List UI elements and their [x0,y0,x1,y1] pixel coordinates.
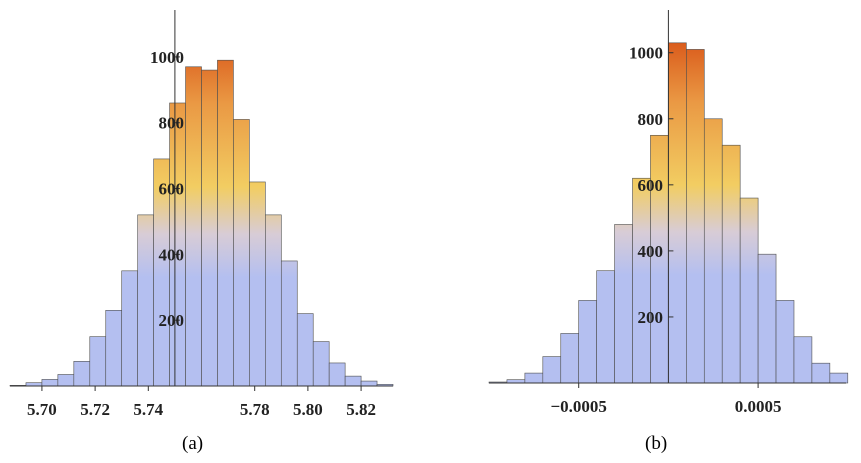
histogram-b-bar [811,362,831,384]
histogram-b-y-tick-label: 1000 [629,44,663,63]
histogram-b-y-tick-label: 400 [638,242,664,261]
caption-b: (b) [645,433,668,454]
histogram-b-x-tick-label: −0.0005 [550,397,606,416]
histogram-a-bar [233,119,250,387]
histogram-a: 5.70 5.72 5.74 5.78 5.80 5.82 200 400 600 800 1000 [9,10,394,419]
histogram-b-bar [829,372,849,384]
histogram-b-y-tick-label: 600 [638,176,664,195]
histogram-a-bar [249,181,266,387]
histogram-b-bar [596,270,615,384]
histogram-b-bar [793,336,813,384]
histogram-a-bar [217,59,234,387]
histogram-b-bar [542,356,562,384]
histogram-a-y-tick-label: 600 [159,180,185,199]
histogram-a-x-tick-label: 5.78 [240,400,270,419]
histogram-a-bar [121,270,138,387]
histogram-b-bar [686,49,705,384]
histogram-a-bar [57,374,75,387]
histogram-a-bar [73,361,91,387]
histogram-a-bar [312,341,330,387]
histogram-a-y-tick-label: 200 [159,311,185,330]
histogram-a-y-tick-label: 800 [159,114,185,133]
histogram-b-bar [560,333,580,384]
histogram-b-bar [721,144,741,384]
histogram-b-y-tick-label: 800 [638,110,664,129]
histogram-a-y-tick-label: 1000 [150,48,184,67]
histogram-b-bar [578,300,597,384]
histogram-a-bar [41,379,59,387]
caption-a: (a) [182,433,204,454]
histogram-a-bar [280,260,298,387]
histogram-b: −0.0005 0.0005 200 400 600 800 1000 [488,10,849,416]
histogram-a-bar [328,362,346,387]
histogram-a-bar [105,310,123,387]
histogram-b-x-tick-label: 0.0005 [735,397,782,416]
histogram-a-x-tick-label: 5.74 [133,400,163,419]
histogram-b-bar [739,197,759,384]
histogram-b-y-tick-label: 200 [638,308,664,327]
histogram-a-x-tick-label: 5.72 [80,400,110,419]
histogram-a-bar [201,69,218,387]
histogram-b-bar [775,300,795,384]
histogram-b-bar [614,224,633,384]
histogram-a-x-tick-label: 5.80 [293,400,323,419]
histogram-b-bar [757,253,777,384]
histogram-b-bar [668,42,687,384]
histogram-a-bar [265,214,282,387]
histogram-a-bar [137,214,154,387]
histogram-a-bar [360,380,378,387]
histogram-b-bar [632,177,651,384]
histogram-a-bar [185,66,202,387]
histogram-a-y-tick-label: 400 [159,245,185,264]
histogram-a-bar [344,375,362,387]
histogram-b-bar [524,372,544,384]
histogram-a-x-tick-label: 5.70 [27,400,57,419]
histogram-a-bar [296,313,314,387]
histogram-a-bar [89,336,107,387]
histogram-a-x-tick-label: 5.82 [346,400,376,419]
histogram-b-bar [703,118,723,384]
